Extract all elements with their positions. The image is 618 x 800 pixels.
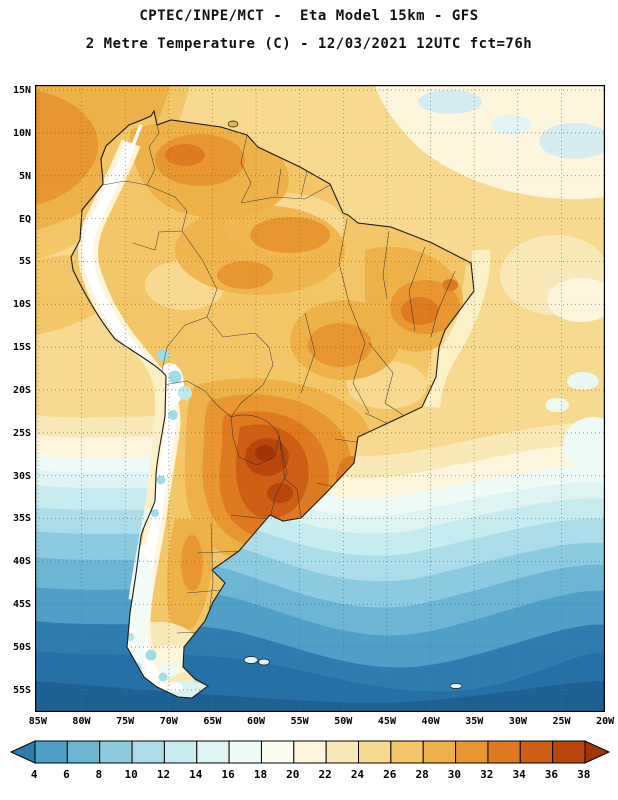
colorbar-tick-label: 30 <box>447 768 462 781</box>
longitude-tick-label: 40W <box>421 716 440 727</box>
coastline <box>70 109 475 699</box>
latitude-tick-label: 15S <box>12 342 31 354</box>
longitude-tick-label: 45W <box>377 716 396 727</box>
colorbar-tick-label: 8 <box>95 768 103 781</box>
colorbar-tick-label: 28 <box>415 768 429 781</box>
colorbar-tick-label: 12 <box>156 768 171 781</box>
colorbar-cell <box>293 740 327 764</box>
land-temperature-patches <box>78 121 474 698</box>
latlon-grid <box>35 85 605 712</box>
longitude-tick-label: 25W <box>552 716 571 727</box>
latitude-axis: 15N 10N 5N EQ 5S 10S 15S 20S 25S 30S 35S 40S 45S 50S 5… <box>0 85 31 712</box>
longitude-tick-label: 55W <box>290 716 309 727</box>
colorbar-cell <box>99 740 133 764</box>
colorbar-cell <box>196 740 230 764</box>
colorbar-cell <box>325 740 360 764</box>
colorbar-cell <box>552 740 586 764</box>
longitude-axis: 85W 80W 75W 70W 65W 60W 55W 50W 45W 40W 35W 30W 25W 2… <box>16 716 618 727</box>
map-title-model: CPTEC/INPE/MCT - Eta Model 15km - GFS <box>139 8 479 24</box>
latitude-tick-label: 10S <box>12 299 31 311</box>
colorbar-cell <box>34 740 68 764</box>
colorbar-tick-label: 6 <box>63 768 70 781</box>
longitude-tick-label: 20W <box>596 716 615 727</box>
colorbar-tick-label: 34 <box>512 768 526 781</box>
latitude-tick-label: 5S <box>18 256 31 268</box>
longitude-tick-label: 80W <box>72 716 91 727</box>
colorbar-cell <box>10 740 36 764</box>
map-frame <box>35 85 605 712</box>
colorbar-tick-label: 24 <box>350 768 365 781</box>
north-atlantic-patches <box>375 85 605 412</box>
latitude-tick-label: 30S <box>12 470 31 482</box>
longitude-tick-label: 85W <box>28 716 47 727</box>
latitude-tick-label: 15N <box>12 85 31 96</box>
latitude-tick-label: 45S <box>12 599 31 611</box>
colorbar-cell <box>228 740 262 764</box>
colorbar <box>10 740 610 764</box>
islands <box>227 120 463 689</box>
colorbar-tick-label: 4 <box>30 768 38 781</box>
latitude-tick-label: 10N <box>12 127 31 139</box>
colorbar-tick-label: 20 <box>286 768 300 781</box>
colorbar-cell <box>163 740 198 764</box>
colorbar-tick-label: 36 <box>544 768 559 781</box>
colorbar-tick-label: 18 <box>253 768 268 781</box>
colorbar-tick-label: 10 <box>124 768 138 781</box>
colorbar-cell <box>422 740 457 764</box>
colorbar-tick-labels: 4 6 8 10 12 14 16 18 20 22 24 26 28 30 32 34 36 38 <box>18 768 600 781</box>
map-title-field: 2 Metre Temperature (C) - 12/03/2021 12U… <box>85 36 533 52</box>
longitude-tick-label: 30W <box>508 716 527 727</box>
latitude-tick-label: 35S <box>12 513 31 525</box>
colorbar-cell <box>390 740 424 764</box>
longitude-tick-label: 60W <box>246 716 266 727</box>
longitude-tick-label: 70W <box>159 716 178 727</box>
latitude-tick-label: 50S <box>12 641 31 653</box>
colorbar-cell <box>358 740 392 764</box>
latitude-tick-label: 20S <box>12 384 31 396</box>
latitude-tick-label: EQ <box>18 213 31 225</box>
colorbar-tick-label: 14 <box>189 768 203 781</box>
longitude-tick-label: 35W <box>465 716 484 727</box>
colorbar-tick-label: 26 <box>383 768 397 781</box>
longitude-tick-label: 75W <box>116 716 135 727</box>
longitude-tick-label: 50W <box>334 716 353 727</box>
latitude-tick-label: 25S <box>12 427 31 439</box>
colorbar-cell <box>487 740 521 764</box>
latitude-tick-label: 55S <box>12 684 31 696</box>
colorbar-cell <box>455 740 489 764</box>
longitude-tick-label: 65W <box>203 716 222 727</box>
colorbar-cell <box>519 740 554 764</box>
colorbar-tick-label: 38 <box>577 768 591 781</box>
colorbar-tick-label: 16 <box>221 768 235 781</box>
colorbar-cell <box>260 740 295 764</box>
colorbar-cell <box>584 740 610 764</box>
latitude-tick-label: 5N <box>18 170 31 182</box>
latitude-tick-label: 40S <box>12 556 31 568</box>
temperature-map <box>35 85 605 712</box>
colorbar-cell <box>66 740 101 764</box>
colorbar-cell <box>131 740 165 764</box>
map-field <box>35 85 605 712</box>
colorbar-tick-label: 32 <box>480 768 494 781</box>
colorbar-tick-label: 22 <box>318 768 332 781</box>
